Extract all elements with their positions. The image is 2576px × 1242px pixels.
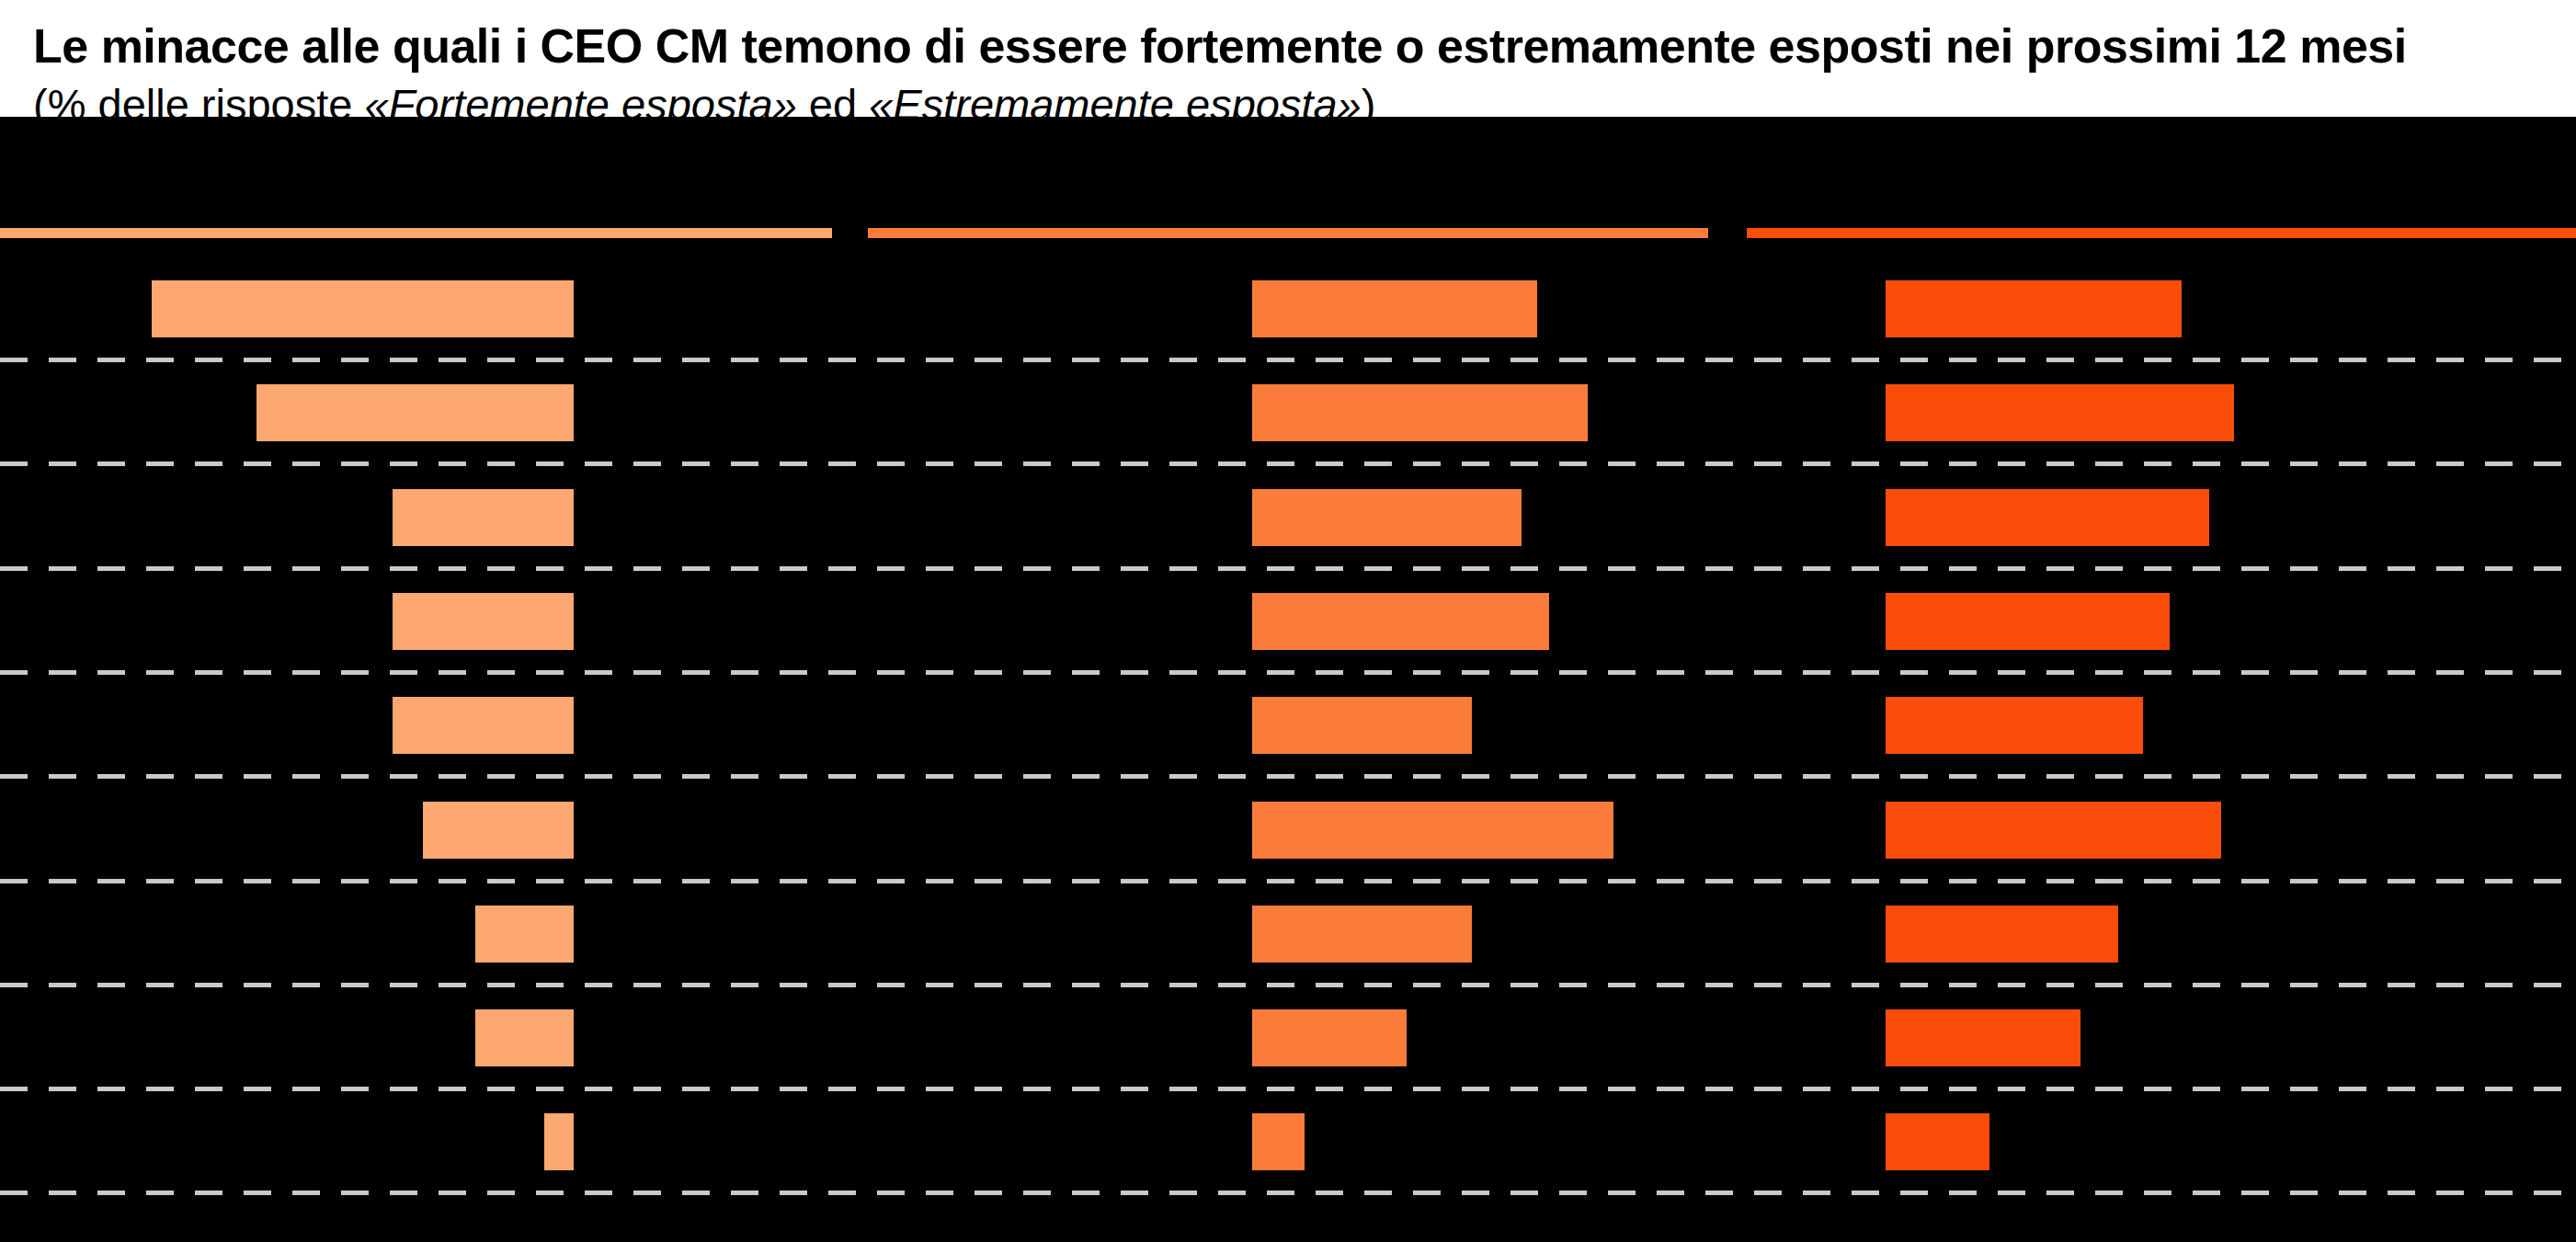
column-1-header-rule <box>0 228 832 238</box>
bar-column-3-row-1 <box>1886 280 2182 337</box>
bar-column-3-row-9 <box>1886 1113 1989 1170</box>
row-separator <box>0 983 2576 987</box>
column-2-header-rule <box>868 228 1708 238</box>
row-separator <box>0 670 2576 675</box>
bar-column-2-row-3 <box>1252 489 1522 546</box>
bar-column-2-row-4 <box>1252 593 1549 650</box>
chart-title: Le minacce alle quali i CEO CM temono di… <box>33 18 2407 74</box>
bar-column-2-row-5 <box>1252 697 1472 754</box>
bar-column-1-row-6 <box>423 802 574 859</box>
chart-panel <box>0 117 2576 1242</box>
bar-column-2-row-6 <box>1252 802 1613 859</box>
row-separator <box>0 879 2576 883</box>
bar-column-2-row-1 <box>1252 280 1537 337</box>
bar-column-3-row-8 <box>1886 1009 2080 1066</box>
bar-column-2-row-7 <box>1252 906 1472 963</box>
bar-column-3-row-6 <box>1886 802 2221 859</box>
bar-column-2-row-9 <box>1252 1113 1305 1170</box>
bar-column-2-row-2 <box>1252 384 1588 441</box>
row-separator <box>0 774 2576 779</box>
bar-column-3-row-7 <box>1886 906 2118 963</box>
bar-column-3-row-5 <box>1886 697 2143 754</box>
page: { "header": { "title": "Le minacce alle … <box>0 0 2576 1242</box>
row-separator <box>0 358 2576 362</box>
column-3-header-rule <box>1747 228 2576 238</box>
bar-column-3-row-2 <box>1886 384 2234 441</box>
bar-column-1-row-5 <box>393 697 574 754</box>
row-separator <box>0 1191 2576 1195</box>
bar-column-1-row-7 <box>475 906 574 963</box>
row-separator <box>0 461 2576 466</box>
bar-column-1-row-8 <box>475 1009 574 1066</box>
bar-column-3-row-3 <box>1886 489 2209 546</box>
row-separator <box>0 1087 2576 1091</box>
bar-column-1-row-2 <box>256 384 574 441</box>
bar-column-1-row-9 <box>544 1113 574 1170</box>
bar-column-3-row-4 <box>1886 593 2170 650</box>
bar-column-1-row-3 <box>393 489 574 546</box>
bar-column-1-row-4 <box>393 593 574 650</box>
row-separator <box>0 566 2576 571</box>
bar-column-1-row-1 <box>152 280 574 337</box>
bar-column-2-row-8 <box>1252 1009 1407 1066</box>
